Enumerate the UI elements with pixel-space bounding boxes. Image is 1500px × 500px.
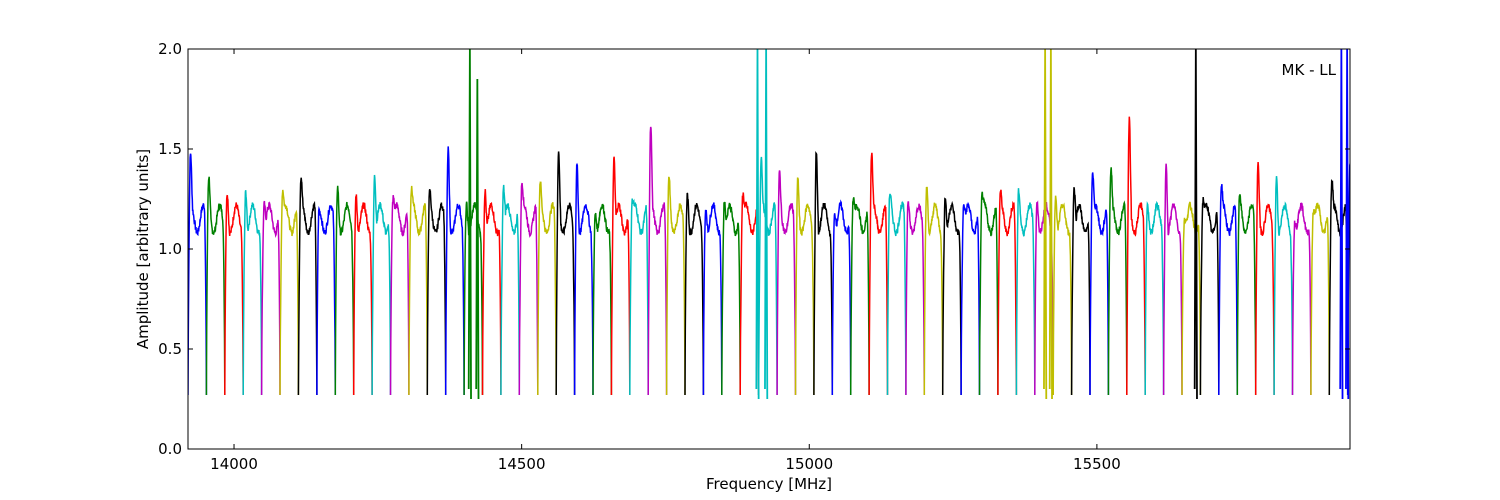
channel-49-line: [1070, 187, 1091, 396]
channel-45-line: [997, 189, 1018, 396]
channel-35-line: [813, 150, 834, 396]
channel-53-line: [1144, 200, 1165, 396]
channel-55-line: [1181, 201, 1202, 396]
rfi-spike-3: [755, 49, 760, 400]
channel-19-line: [518, 182, 539, 396]
rfi-spike-2: [475, 78, 480, 400]
channel-29-line: [702, 202, 723, 396]
channel-60-line: [1273, 176, 1294, 396]
channel-41-line: [923, 186, 944, 396]
channel-33-line: [776, 170, 797, 396]
x-tick-label: 14500: [498, 455, 546, 473]
channel-1-line: [188, 153, 208, 396]
channel-22-line: [573, 162, 594, 396]
y-tick-label: 1.0: [158, 240, 182, 258]
channel-20-line: [537, 180, 557, 396]
channel-23-line: [592, 203, 613, 396]
channel-30-line: [721, 201, 741, 396]
channel-54-line: [1162, 163, 1183, 396]
channel-52-line: [1126, 116, 1146, 396]
channel-63-line: [1328, 178, 1349, 396]
rfi-spike-4: [764, 49, 769, 400]
ticks-layer: 14000 14500 15000 15500 0.0 0.5 1.0 1.5 2.0: [158, 40, 1350, 473]
y-tick-label: 0.5: [158, 340, 182, 358]
y-tick-label: 1.5: [158, 140, 182, 158]
rfi-spike-1: [467, 49, 472, 400]
channel-44-line: [978, 191, 999, 396]
channel-31-line: [739, 192, 760, 396]
channel-32-line: [757, 156, 778, 396]
channel-57-line: [1218, 183, 1239, 396]
channel-51-line: [1107, 167, 1128, 396]
channel-34-line: [794, 177, 815, 396]
y-tick-label: 2.0: [158, 40, 182, 58]
channel-28-line: [684, 192, 705, 396]
channel-14-line: [426, 188, 447, 396]
channel-43-line: [960, 201, 981, 396]
channel-5-line: [260, 200, 281, 396]
channel-61-line: [1291, 202, 1312, 396]
channel-6-line: [279, 189, 300, 396]
channel-25-line: [629, 198, 649, 396]
channel-27-line: [665, 176, 686, 396]
channel-59-line: [1254, 162, 1275, 396]
channel-58-line: [1236, 194, 1257, 396]
channel-11-line: [371, 174, 392, 396]
channel-26-line: [647, 126, 668, 396]
rfi-spike-8: [1339, 49, 1344, 400]
rfi-spike-9: [1345, 49, 1350, 400]
y-tick-label: 0.0: [158, 440, 182, 458]
channel-48-line: [1052, 195, 1073, 396]
channel-24-line: [610, 156, 631, 396]
rfi-spike-5: [1043, 49, 1048, 400]
channel-50-line: [1089, 172, 1110, 396]
channel-46-line: [1015, 188, 1036, 396]
channel-37-line: [849, 197, 870, 396]
annotation-label: MK - LL: [1282, 61, 1337, 79]
channel-40-line: [905, 201, 926, 396]
x-axis-label: Frequency [MHz]: [706, 475, 832, 493]
channel-36-line: [831, 199, 852, 396]
channel-18-line: [500, 184, 521, 396]
series-layer: [188, 49, 1350, 400]
x-tick-label: 15500: [1073, 455, 1121, 473]
channel-17-line: [481, 189, 502, 396]
channel-39-line: [886, 193, 907, 396]
channel-21-line: [555, 151, 576, 396]
rfi-spike-7: [1193, 49, 1198, 400]
channel-56-line: [1199, 196, 1220, 396]
channel-4-line: [242, 190, 263, 396]
channel-10-line: [352, 194, 373, 396]
channel-13-line: [408, 185, 429, 396]
channel-2-line: [205, 176, 226, 396]
channel-16-line: [463, 201, 484, 396]
channel-8-line: [316, 205, 337, 396]
rfi-spike-6: [1048, 49, 1053, 400]
channel-15-line: [444, 146, 465, 396]
channel-38-line: [868, 152, 889, 396]
x-tick-label: 15000: [785, 455, 833, 473]
channel-12-line: [389, 195, 410, 396]
channel-3-line: [224, 194, 244, 396]
plot-frame: [187, 48, 1351, 450]
channel-7-line: [297, 177, 318, 396]
channel-62-line: [1310, 202, 1331, 396]
channel-9-line: [334, 185, 355, 396]
channel-42-line: [941, 197, 962, 396]
x-tick-label: 14000: [210, 455, 258, 473]
y-axis-label: Amplitude [arbitrary units]: [134, 149, 152, 349]
